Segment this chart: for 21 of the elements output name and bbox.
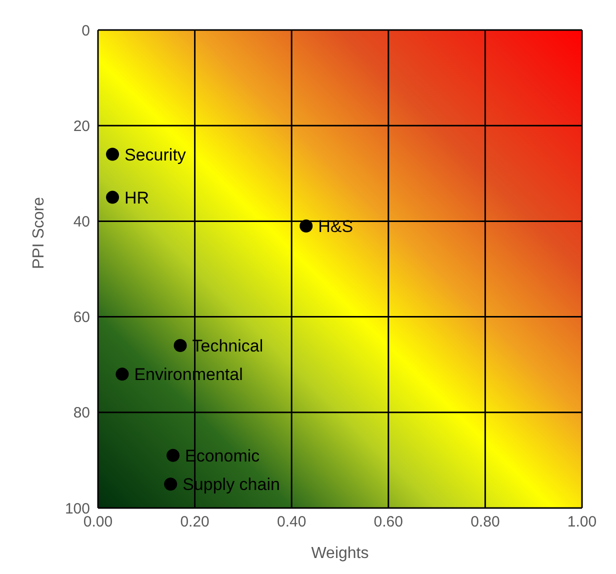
point (106, 148, 120, 161)
x-tick-label: 0.20 (180, 514, 210, 531)
point (166, 448, 180, 462)
annotation: Security (124, 145, 186, 164)
y-axis-title: PPI Score (30, 196, 48, 269)
point (174, 338, 187, 352)
x-tick-label: 0.80 (470, 514, 500, 531)
y-tick-label: 60 (73, 309, 90, 326)
y-tick-label: 40 (73, 214, 90, 231)
point (300, 219, 313, 232)
x-tick-label: 0.60 (374, 514, 403, 531)
point (164, 478, 178, 491)
y-tick-label: 20 (73, 118, 90, 135)
x-axis-title: Weights (311, 545, 369, 562)
point (106, 190, 120, 204)
y-tick-label: 80 (73, 404, 90, 422)
y-tick-label: 0 (82, 22, 90, 40)
annotation: HR (124, 188, 150, 208)
x-tick-label: 1.00 (567, 514, 597, 531)
point (116, 368, 129, 381)
x-tick-label: 0.40 (277, 514, 306, 531)
